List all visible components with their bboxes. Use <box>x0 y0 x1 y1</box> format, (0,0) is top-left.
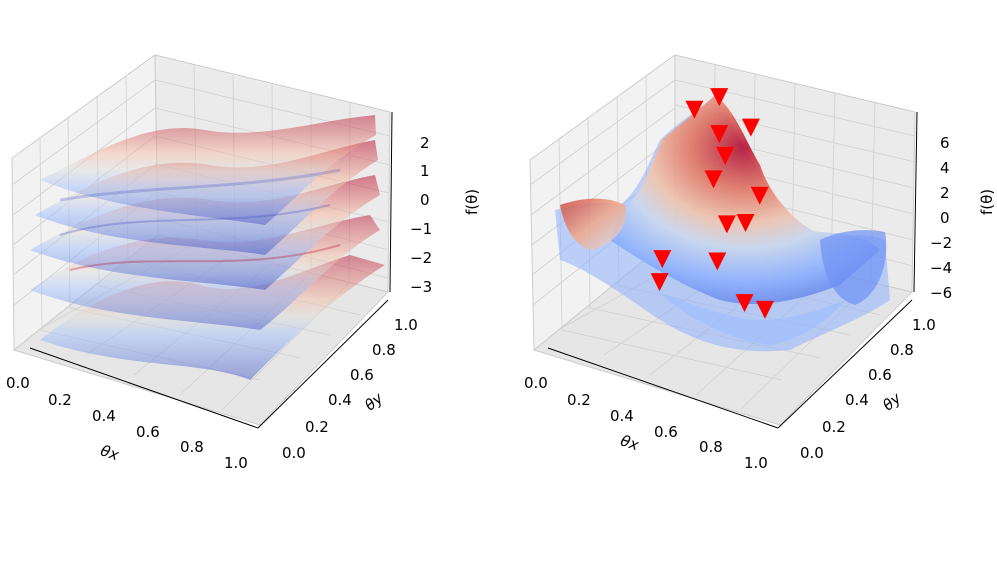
marker-triangle-3 <box>716 146 735 165</box>
right-z-tick-5: −4 <box>930 259 952 277</box>
right-z-tick-4: −2 <box>930 234 952 252</box>
right-chart-panel: 0.0 0.2 0.4 0.6 0.8 1.0 θx 0.0 0.2 0.4 0… <box>524 54 996 472</box>
marker-triangle-0 <box>685 100 704 119</box>
left-y-axis-label: θy <box>361 388 387 414</box>
marker-triangle-6 <box>717 215 736 234</box>
left-y-tick-5: 1.0 <box>394 316 418 334</box>
right-z-tick-6: −6 <box>930 284 952 302</box>
marker-triangle-2 <box>741 118 760 137</box>
marker-triangle-1 <box>710 88 729 107</box>
marker-triangle-13 <box>710 125 729 144</box>
right-y-tick-1: 0.2 <box>822 418 846 436</box>
right-y-axis: 0.0 0.2 0.4 0.6 0.8 1.0 θy <box>777 299 936 462</box>
left-y-tick-0: 0.0 <box>282 444 306 462</box>
left-x-tick-1: 0.2 <box>48 391 72 409</box>
left-y-tick-1: 0.2 <box>305 418 329 436</box>
right-x-tick-0: 0.0 <box>524 374 548 392</box>
right-y-axis-label: θy <box>879 388 905 414</box>
left-surfaces <box>30 115 385 380</box>
right-z-tick-3: 0 <box>940 209 950 227</box>
right-y-tick-0: 0.0 <box>800 444 824 462</box>
marker-triangle-9 <box>653 250 672 269</box>
right-x-tick-2: 0.4 <box>610 407 634 425</box>
left-z-tick-3: −1 <box>410 220 432 238</box>
left-z-tick-1: 1 <box>420 162 430 180</box>
right-x-tick-1: 0.2 <box>567 391 591 409</box>
left-y-tick-3: 0.6 <box>350 366 374 384</box>
left-z-tick-4: −2 <box>410 249 432 267</box>
right-x-axis-label: θx <box>618 431 641 454</box>
marker-triangle-5 <box>750 186 769 205</box>
right-z-axis: 6 4 2 0 −2 −4 −6 f(θ) <box>913 111 996 302</box>
left-x-tick-5: 1.0 <box>224 454 248 472</box>
marker-triangle-7 <box>736 214 755 232</box>
left-z-tick-5: −3 <box>410 278 432 296</box>
left-x-axis: 0.0 0.2 0.4 0.6 0.8 1.0 θx <box>6 347 259 472</box>
marker-triangle-8 <box>708 252 727 271</box>
left-z-tick-2: 0 <box>420 191 430 209</box>
left-z-axis: 2 1 0 −1 −2 −3 f(θ) <box>389 111 481 296</box>
left-x-tick-2: 0.4 <box>92 407 116 425</box>
left-x-axis-label: θx <box>98 441 121 464</box>
marker-triangle-10 <box>650 273 669 292</box>
right-z-tick-1: 4 <box>940 159 950 177</box>
right-z-tick-0: 6 <box>940 134 950 152</box>
marker-triangle-4 <box>704 170 723 189</box>
right-y-tick-3: 0.6 <box>868 366 892 384</box>
left-chart-panel: 0.0 0.2 0.4 0.6 0.8 1.0 θx 0.0 0.2 0.4 0… <box>6 54 481 472</box>
right-y-tick-4: 0.8 <box>890 341 914 359</box>
left-x-tick-0: 0.0 <box>6 374 30 392</box>
marker-triangle-12 <box>756 300 774 319</box>
left-surface-1 <box>40 115 376 225</box>
right-markers <box>650 88 774 319</box>
left-x-tick-3: 0.6 <box>136 423 160 441</box>
right-z-axis-label: f(θ) <box>978 189 996 215</box>
right-x-tick-5: 1.0 <box>744 454 768 472</box>
right-y-tick-5: 1.0 <box>912 316 936 334</box>
right-x-axis: 0.0 0.2 0.4 0.6 0.8 1.0 θx <box>524 347 779 472</box>
right-z-tick-2: 2 <box>940 184 950 202</box>
left-y-tick-4: 0.8 <box>372 341 396 359</box>
left-z-tick-0: 2 <box>420 134 430 152</box>
left-z-axis-label: f(θ) <box>463 189 481 215</box>
right-y-tick-2: 0.4 <box>845 391 869 409</box>
right-x-tick-3: 0.6 <box>654 423 678 441</box>
marker-triangle-11 <box>735 294 754 313</box>
left-y-tick-2: 0.4 <box>328 391 352 409</box>
left-x-tick-4: 0.8 <box>180 438 204 456</box>
right-x-tick-4: 0.8 <box>699 438 723 456</box>
